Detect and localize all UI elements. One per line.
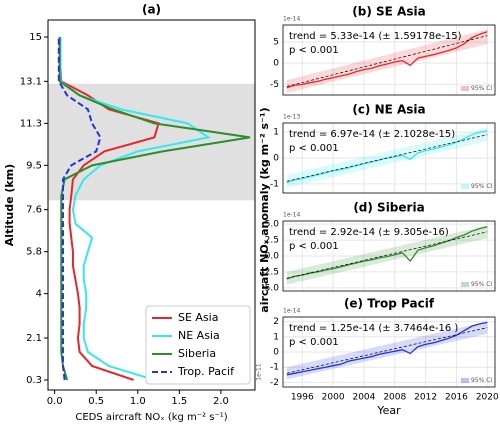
y-tick-label: 4 — [36, 289, 42, 300]
y-tick-label: -1 — [270, 179, 279, 189]
y-tick-label: 1 — [273, 128, 279, 138]
y-tick-label: 9.5 — [26, 160, 42, 171]
p-value: p < 0.001 — [289, 45, 339, 56]
x-tick-label: 2016 — [445, 393, 468, 403]
x-tick-label: 2000 — [322, 393, 345, 403]
y-tick-label: 0 — [273, 154, 279, 164]
trend-annotation: trend = 6.97e-14 (± 2.1028e-15) — [289, 129, 455, 140]
y-tick-label: 2 — [273, 317, 279, 327]
ci-legend-label: 95% CI — [471, 85, 492, 92]
x-tick-label: 2008 — [383, 393, 406, 403]
series-line — [286, 321, 488, 376]
ci-legend-label: 95% CI — [471, 377, 492, 384]
x-tick-label: 2004 — [352, 393, 375, 403]
panel-title: (a) — [142, 3, 161, 17]
ci-legend-label: 95% CI — [471, 281, 492, 288]
y-tick-label: 13.1 — [20, 76, 42, 87]
panel-title: (e) Trop Pacif — [344, 297, 435, 311]
y-tick-label: 5.8 — [26, 247, 42, 258]
x-tick-label: 1.0 — [130, 396, 146, 407]
x-axis-label: Year — [376, 404, 401, 417]
y-tick-label: -5.0 — [261, 283, 279, 293]
trend-line — [286, 231, 488, 279]
y-tick-label: 2.5 — [265, 236, 279, 246]
legend-label: NE Asia — [178, 329, 220, 342]
trend-annotation: trend = 5.33e-14 (± 1.59178e-15) — [289, 31, 462, 42]
series-line — [286, 31, 488, 89]
y-tick-label: -1 — [270, 363, 279, 373]
trend-line — [286, 134, 488, 182]
x-tick-label: 0.5 — [88, 396, 104, 407]
offset-label: 1e-14 — [283, 308, 300, 315]
panel-title: (b) SE Asia — [352, 5, 425, 19]
legend-label: Siberia — [178, 347, 216, 360]
plot-bg — [283, 25, 495, 95]
panel-title: (c) NE Asia — [352, 103, 425, 117]
legend-box — [145, 305, 251, 385]
x-tick-label: 1996 — [291, 393, 314, 403]
y-tick-label: 0.0 — [265, 252, 280, 262]
x-axis-label: CEDS aircraft NOₓ (kg m⁻² s⁻¹) — [75, 412, 227, 423]
y-tick-label: 0 — [273, 59, 279, 69]
y-tick-label: 15 — [29, 32, 42, 43]
trend-annotation: trend = 1.25e-14 (± 3.7464e-16 ) — [289, 323, 458, 334]
plot-frame — [282, 316, 496, 388]
profile-line — [59, 37, 160, 381]
plot-frame — [282, 122, 496, 194]
y-tick-label: 7.6 — [26, 205, 42, 216]
x-tick-label: 2.0 — [213, 396, 229, 407]
ci-legend-swatch — [461, 86, 469, 91]
x-tick-label: 1.5 — [171, 396, 187, 407]
panel-title: (d) Siberia — [353, 201, 424, 215]
profile-line — [57, 37, 102, 381]
series-line — [286, 226, 488, 280]
trend-line — [286, 327, 488, 374]
offset-label: 1e-14 — [283, 16, 300, 23]
ci-legend-swatch — [461, 184, 469, 189]
trend-annotation: trend = 2.92e-14 (± 9.305e-16) — [289, 227, 449, 238]
y-tick-label: 11.3 — [20, 118, 42, 129]
y-tick-label: -5 — [270, 80, 279, 90]
offset-label: 1e-14 — [283, 212, 300, 219]
y-tick-label: 0 — [273, 348, 279, 358]
ci-legend-swatch — [461, 282, 469, 287]
plot-frame — [282, 24, 496, 96]
y-tick-label: -2 — [270, 378, 279, 388]
plot-frame — [47, 19, 256, 391]
x-tick-label: 0.0 — [47, 396, 63, 407]
y-tick-label: 2.1 — [26, 333, 42, 344]
offset-label: 1e-13 — [283, 114, 300, 121]
x-tick-label: 2012 — [414, 393, 437, 403]
legend-label: Trop. Pacif — [177, 365, 235, 378]
offset-label: 1e-11 — [256, 363, 263, 380]
legend-label: SE Asia — [178, 311, 218, 324]
ci-legend-swatch — [461, 378, 469, 383]
y-tick-label: 5 — [273, 37, 279, 47]
y-tick-label: 5.0 — [265, 220, 280, 230]
x-tick-label: 2020 — [476, 393, 499, 403]
y-tick-label: 0.3 — [26, 375, 42, 386]
y-tick-label: -2.5 — [261, 267, 279, 277]
plot-frame — [282, 220, 496, 292]
trend-line — [286, 35, 488, 87]
profile-line — [58, 37, 251, 381]
ci-legend-label: 95% CI — [471, 183, 492, 190]
p-value: p < 0.001 — [289, 143, 339, 154]
y-axis-label: Altitude (km) — [3, 164, 16, 246]
y-tick-label: 1 — [273, 332, 279, 342]
p-value: p < 0.001 — [289, 337, 339, 348]
p-value: p < 0.001 — [289, 241, 339, 252]
right-y-label: aircraft NOₓ anomaly (kg m⁻² s⁻¹) — [258, 107, 271, 312]
